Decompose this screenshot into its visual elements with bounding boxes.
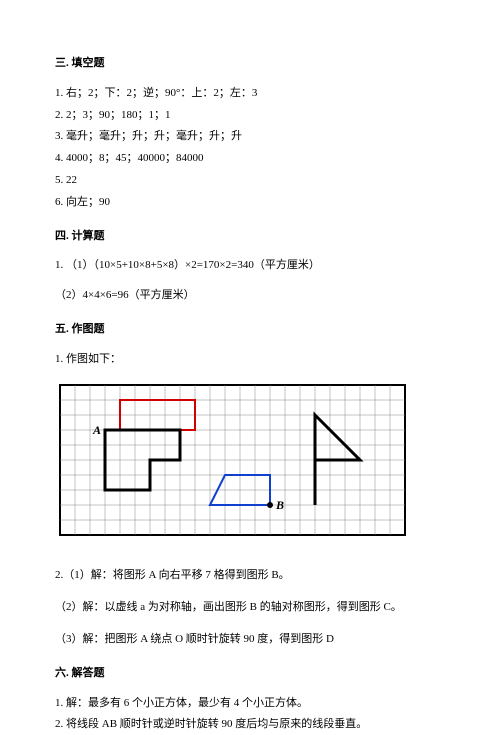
s3-line-4: 4. 4000；8；45；40000；84000 bbox=[55, 149, 445, 169]
label-a: A bbox=[92, 423, 101, 437]
label-b: B bbox=[275, 498, 284, 512]
s5-step-3: （3）解：把图形 A 绕点 O 顺时针旋转 90 度，得到图形 D bbox=[55, 630, 445, 650]
section6-heading: 六. 解答题 bbox=[55, 664, 445, 684]
s3-line-2: 2. 2；3；90；180；1；1 bbox=[55, 106, 445, 126]
s6-line-1: 1. 解：最多有 6 个小正方体，最少有 4 个小正方体。 bbox=[55, 694, 445, 714]
section4-body: 1. （1）（10×5+10×8+5×8）×2=170×2=340（平方厘米） … bbox=[55, 256, 445, 306]
section3-heading: 三. 填空题 bbox=[55, 54, 445, 74]
s5-step-1: 2.（1）解：将图形 A 向右平移 7 格得到图形 B。 bbox=[55, 566, 445, 586]
s3-line-5: 5. 22 bbox=[55, 171, 445, 191]
section5-intro: 1. 作图如下： bbox=[55, 350, 445, 370]
section6-body: 1. 解：最多有 6 个小正方体，最少有 4 个小正方体。 2. 将线段 AB … bbox=[55, 694, 445, 735]
s4-line-1: 1. （1）（10×5+10×8+5×8）×2=170×2=340（平方厘米） bbox=[55, 256, 445, 276]
s4-line-2: （2）4×4×6=96（平方厘米） bbox=[55, 286, 445, 306]
s3-line-1: 1. 右；2；下：2；逆；90°：上：2；左：3 bbox=[55, 84, 445, 104]
grid-svg: A B bbox=[55, 380, 415, 545]
section3-body: 1. 右；2；下：2；逆；90°：上：2；左：3 2. 2；3；90；180；1… bbox=[55, 84, 445, 213]
s3-line-3: 3. 毫升；毫升；升；升；毫升；升；升 bbox=[55, 127, 445, 147]
s6-line-2: 2. 将线段 AB 顺时针或逆时针旋转 90 度后均与原来的线段垂直。 bbox=[55, 715, 445, 735]
s3-line-6: 6. 向左；90 bbox=[55, 193, 445, 213]
section5-steps: 2.（1）解：将图形 A 向右平移 7 格得到图形 B。 （2）解：以虚线 a … bbox=[55, 566, 445, 649]
s5-step-2: （2）解：以虚线 a 为对称轴，画出图形 B 的轴对称图形，得到图形 C。 bbox=[55, 598, 445, 618]
grid-figure: A B bbox=[55, 380, 445, 553]
section4-heading: 四. 计算题 bbox=[55, 227, 445, 247]
section5-heading: 五. 作图题 bbox=[55, 320, 445, 340]
